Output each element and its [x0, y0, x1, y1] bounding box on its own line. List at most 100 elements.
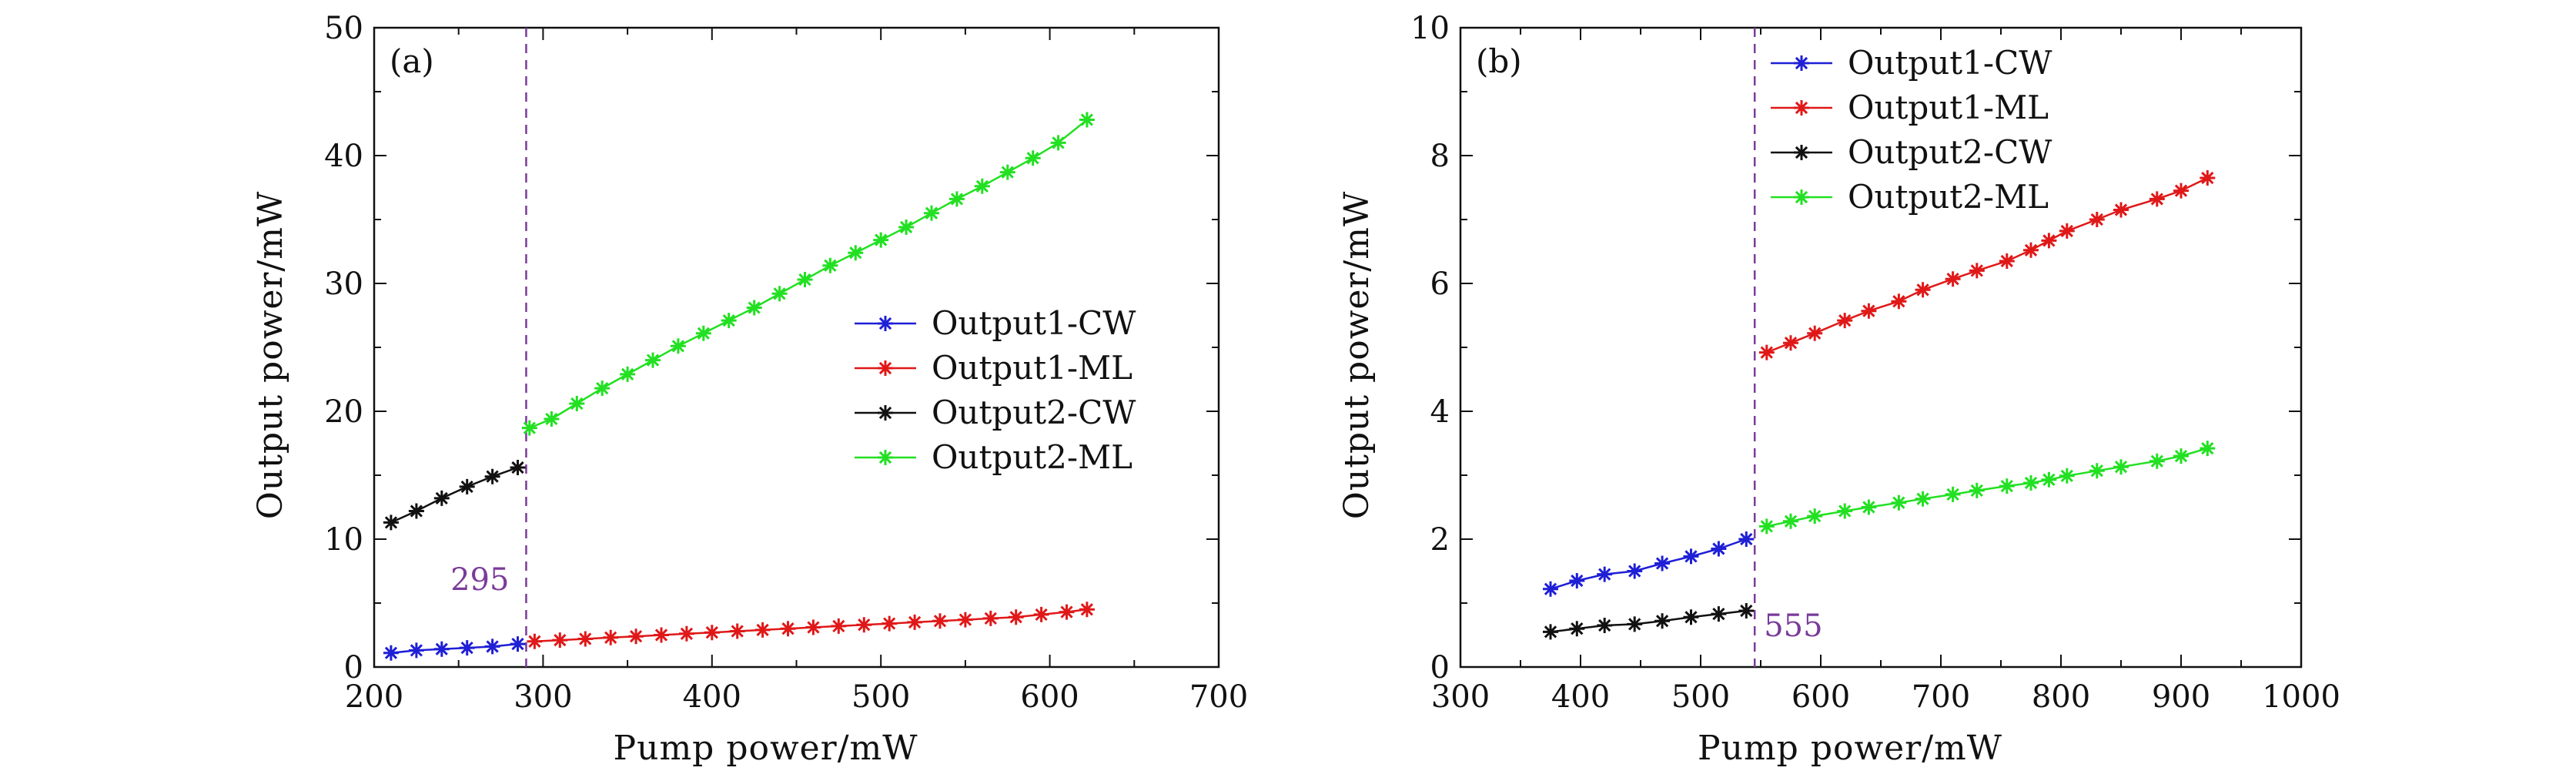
data-point	[957, 612, 973, 628]
legend-entry: Output1-CW	[855, 304, 1136, 342]
data-point	[704, 625, 720, 641]
legend-label: Output1-ML	[1848, 89, 2049, 126]
y-axis-label: Output power/mW	[251, 191, 290, 519]
data-point	[746, 300, 762, 316]
data-point	[754, 622, 771, 638]
data-point	[1861, 303, 1877, 319]
data-point	[1945, 486, 1961, 502]
x-tick-label: 600	[1020, 679, 1079, 715]
data-point	[1915, 491, 1931, 507]
data-point	[510, 460, 526, 475]
threshold-label: 555	[1764, 608, 1822, 644]
legend-marker	[878, 316, 893, 331]
series-output2-cw	[1543, 603, 1755, 640]
data-point	[1758, 518, 1775, 535]
data-point	[459, 640, 475, 656]
legend-entry: Output1-ML	[855, 349, 1132, 387]
data-point	[1807, 325, 1823, 341]
data-point	[2089, 463, 2105, 479]
data-point	[2089, 212, 2105, 227]
y-tick-label: 2	[1430, 522, 1450, 558]
data-point	[1999, 253, 2015, 269]
series-line	[390, 642, 518, 654]
x-tick-label: 900	[2152, 679, 2210, 715]
data-point	[2041, 471, 2057, 488]
legend-label: Output1-ML	[932, 349, 1132, 387]
data-point	[2149, 191, 2165, 207]
data-point	[484, 639, 500, 655]
data-point	[1569, 573, 1585, 588]
data-point	[831, 618, 847, 634]
data-point	[1654, 613, 1671, 629]
data-point	[999, 164, 1015, 180]
data-point	[780, 621, 796, 637]
data-point	[1597, 566, 1613, 582]
data-point	[2059, 223, 2075, 239]
legend-label: Output2-CW	[1848, 133, 2052, 171]
data-point	[2173, 183, 2189, 199]
data-point	[1079, 602, 1095, 618]
data-point	[2200, 441, 2216, 457]
data-point	[1738, 531, 1755, 547]
x-tick-label: 400	[1551, 679, 1610, 715]
series-output1-ml	[1758, 170, 2216, 360]
series-output2-ml	[1758, 441, 2216, 535]
data-point	[1891, 494, 1907, 511]
y-tick-label: 50	[324, 11, 363, 46]
x-tick-label: 500	[851, 679, 910, 715]
data-point	[2149, 453, 2165, 469]
data-point	[974, 178, 990, 194]
data-point	[822, 257, 838, 273]
x-tick-label: 200	[345, 679, 403, 715]
data-point	[1783, 513, 1798, 529]
data-point	[1683, 609, 1699, 625]
data-point	[383, 515, 399, 531]
x-tick-label: 800	[2032, 679, 2090, 715]
data-point	[1738, 603, 1755, 618]
data-point	[645, 352, 661, 368]
data-point	[982, 610, 999, 626]
series-output2-ml	[521, 112, 1095, 436]
data-point	[544, 411, 560, 427]
data-point	[1969, 263, 1985, 279]
data-point	[620, 366, 636, 382]
data-point	[1008, 609, 1024, 625]
x-tick-label: 700	[1912, 679, 1970, 715]
series-output1-cw	[1543, 531, 1755, 597]
legend-entry: Output2-CW	[855, 394, 1136, 431]
data-point	[2113, 459, 2129, 475]
legend-entry: Output1-ML	[1771, 89, 2049, 126]
data-point	[577, 631, 594, 647]
data-point	[569, 396, 585, 411]
legend-entry: Output2-ML	[1771, 178, 2049, 216]
panel-label: (b)	[1476, 42, 1522, 80]
data-point	[1033, 606, 1049, 622]
panel-label: (a)	[390, 42, 434, 80]
legend-label: Output1-CW	[1848, 44, 2052, 82]
y-tick-label: 4	[1430, 394, 1450, 430]
data-point	[882, 615, 898, 632]
data-point	[552, 632, 568, 649]
data-point	[510, 636, 526, 652]
data-point	[1050, 135, 1066, 151]
data-point	[924, 205, 939, 221]
data-point	[907, 614, 923, 630]
data-point	[1683, 548, 1699, 565]
data-point	[1079, 112, 1095, 128]
data-point	[1861, 499, 1877, 515]
series-output1-ml	[527, 602, 1095, 649]
series-output2-cw	[383, 460, 526, 531]
y-axis-label: Output power/mW	[1337, 191, 1377, 519]
data-point	[678, 625, 694, 642]
y-tick-label: 10	[1410, 11, 1450, 46]
legend-marker	[878, 450, 893, 465]
x-tick-label: 300	[1431, 679, 1490, 715]
data-point	[408, 642, 424, 659]
data-point	[1711, 541, 1727, 557]
legend-label: Output2-CW	[932, 394, 1136, 431]
data-point	[1783, 335, 1798, 351]
data-point	[1891, 293, 1907, 310]
y-tick-label: 30	[324, 266, 363, 302]
legend-label: Output2-ML	[1848, 178, 2049, 216]
data-point	[1837, 313, 1853, 329]
